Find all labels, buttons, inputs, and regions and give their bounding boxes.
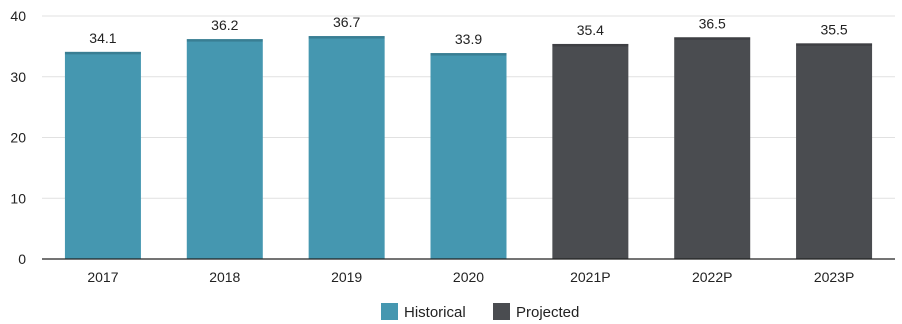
bar-2021P <box>552 43 629 259</box>
data-label-2020: 33.9 <box>455 31 482 47</box>
legend-label-historical: Historical <box>404 304 466 321</box>
x-tick-label-2023P: 2023P <box>814 269 854 285</box>
y-tick-label: 40 <box>10 8 26 24</box>
bar-2019 <box>308 36 385 259</box>
x-axis: 2017 2018 2019 2020 2021P 2022P 2023P <box>42 258 895 285</box>
legend: Historical Projected <box>381 303 579 321</box>
bar-top-edge-2021P <box>552 43 629 47</box>
data-label-2022P: 36.5 <box>699 15 726 31</box>
legend-label-projected: Projected <box>516 304 579 321</box>
bar-2023P <box>796 43 873 260</box>
x-tick-label-2020: 2020 <box>453 269 484 285</box>
data-label-2019: 36.7 <box>333 14 360 30</box>
bar-top-edge-2018 <box>186 39 263 42</box>
y-tick-label: 30 <box>10 69 26 85</box>
bar-top-edge-2020 <box>430 53 507 56</box>
data-label-2023P: 35.5 <box>820 21 847 37</box>
bar-top-edge-2022P <box>674 37 751 40</box>
bars: 34.1 36.2 36.7 33.9 35.4 36.5 35.5 <box>64 14 873 260</box>
bar-top-edge-2023P <box>796 43 873 46</box>
x-tick-label-2017: 2017 <box>87 269 118 285</box>
bar-2020 <box>430 53 507 260</box>
data-label-2021P: 35.4 <box>577 22 604 38</box>
data-label-2018: 36.2 <box>211 17 238 33</box>
bar-2017 <box>64 51 141 259</box>
bar-top-edge-2017 <box>64 51 141 55</box>
x-tick-label-2019: 2019 <box>331 269 362 285</box>
x-tick-label-2021P: 2021P <box>570 269 610 285</box>
data-label-2017: 34.1 <box>89 30 116 46</box>
x-tick-label-2018: 2018 <box>209 269 240 285</box>
x-tick-label-2022P: 2022P <box>692 269 732 285</box>
legend-swatch-historical <box>381 303 398 320</box>
bar-2022P <box>674 37 751 260</box>
y-axis: 0 10 20 30 40 <box>10 8 26 267</box>
bar-top-edge-2019 <box>308 36 385 39</box>
y-tick-label: 20 <box>10 130 26 146</box>
legend-swatch-projected <box>493 303 510 320</box>
bar-2018 <box>186 39 263 260</box>
y-tick-label: 10 <box>10 190 26 206</box>
y-tick-label: 0 <box>18 251 26 267</box>
